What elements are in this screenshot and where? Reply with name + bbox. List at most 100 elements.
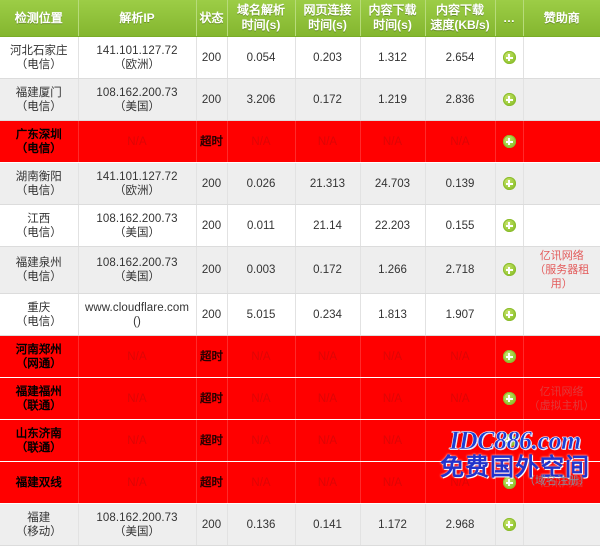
plus-circle-icon[interactable]	[502, 391, 516, 405]
table-row[interactable]: 重庆 （电信） www.cloudflare.com() 200 5.015 0.234 1…	[0, 293, 600, 336]
plus-circle-icon[interactable]	[502, 50, 516, 64]
status-value: 超时	[200, 434, 223, 447]
cell-location: 福建双线	[0, 461, 79, 504]
cell-expand[interactable]	[495, 162, 524, 205]
cell-download-speed: 2.968	[425, 503, 496, 546]
cell-sponsor	[523, 335, 600, 378]
plus-circle-icon[interactable]	[502, 517, 516, 531]
cell-expand[interactable]	[495, 36, 524, 79]
cell-sponsor	[523, 120, 600, 163]
dns-time-value: N/A	[251, 135, 271, 148]
dns-time-value: 3.206	[246, 93, 276, 106]
location-city: 福建双线	[15, 476, 62, 489]
table-row[interactable]: 福建双线 N/A 超时 N/A N/A N/A N/A 亿讯网络	[0, 461, 600, 504]
plus-circle-icon[interactable]	[502, 475, 516, 489]
connect-time-value: N/A	[317, 434, 338, 447]
cell-resolved-ip: 108.162.200.73 （美国）	[78, 503, 197, 546]
cell-download-time: N/A	[360, 335, 426, 378]
status-value: 200	[201, 264, 222, 276]
download-time-value: 1.312	[378, 51, 407, 64]
cell-expand[interactable]	[495, 461, 524, 504]
column-header-ip[interactable]: 解析IP	[78, 0, 197, 37]
table-row[interactable]: 湖南衡阳 （电信） 141.101.127.72 （欧洲） 200 0.026 21.313…	[0, 162, 600, 205]
resolved-ip-geo: （美国）	[114, 226, 160, 239]
column-header-location[interactable]: 检测位置	[0, 0, 79, 37]
cell-connect-time: N/A	[295, 335, 361, 378]
cell-sponsor: 亿讯网络 （虚拟主机）	[523, 377, 600, 420]
location-isp: （电信）	[15, 100, 62, 113]
dns-time-value: 0.026	[246, 177, 276, 190]
sponsor-name: 亿讯网络	[539, 250, 584, 262]
table-row[interactable]: 福建 （移动） 108.162.200.73 （美国） 200 0.136 0.141 1.1…	[0, 503, 600, 546]
column-header-dns-time[interactable]: 域名解析 时间(s)	[227, 0, 296, 37]
cell-location: 山东济南 （联通）	[0, 419, 79, 462]
resolved-ip-geo: （欧洲）	[114, 58, 160, 71]
column-header-ip-label: 解析IP	[119, 10, 155, 25]
sponsor-detail: （服务器租用）	[534, 264, 590, 290]
dns-time-value: 0.136	[246, 518, 276, 531]
plus-circle-icon[interactable]	[502, 263, 516, 277]
table-row[interactable]: 福建泉州 （电信） 108.162.200.73 （美国） 200 0.003 0.172 1…	[0, 246, 600, 294]
table-row[interactable]: 山东济南 （联通） N/A 超时 N/A N/A N/A N/A	[0, 419, 600, 462]
plus-circle-icon[interactable]	[502, 433, 516, 447]
connect-time-value: N/A	[317, 350, 338, 363]
location-isp: （联通）	[15, 399, 62, 412]
cell-expand[interactable]	[495, 503, 524, 546]
cell-download-time: 22.203	[360, 204, 426, 247]
resolved-ip-address: 108.162.200.73	[96, 212, 178, 225]
connect-time-value: 0.203	[313, 51, 342, 64]
connect-time-value: 0.141	[313, 518, 342, 531]
cell-download-time: N/A	[360, 461, 426, 504]
location-city: 河北石家庄	[10, 44, 68, 57]
column-header-download-line2: 时间(s)	[373, 18, 412, 32]
dns-time-value: N/A	[251, 392, 271, 405]
table-row[interactable]: 河北石家庄 （电信） 141.101.127.72 （欧洲） 200 0.054 0.203…	[0, 36, 600, 79]
cell-expand[interactable]	[495, 293, 524, 336]
cell-download-speed: N/A	[425, 461, 496, 504]
resolved-ip-address: N/A	[127, 350, 147, 363]
column-header-connect-line2: 时间(s)	[308, 18, 347, 32]
cell-resolved-ip: N/A	[78, 419, 197, 462]
table-row[interactable]: 福建厦门 （电信） 108.162.200.73 （美国） 200 3.206 0.172 1…	[0, 78, 600, 121]
cell-location: 福建泉州 （电信）	[0, 246, 79, 294]
cell-expand[interactable]	[495, 78, 524, 121]
download-time-value: N/A	[382, 350, 403, 363]
resolved-ip-address: 108.162.200.73	[96, 511, 178, 524]
column-header-download-time[interactable]: 内容下载 时间(s)	[360, 0, 426, 37]
column-header-download-speed[interactable]: 内容下载 速度(KB/s)	[425, 0, 496, 37]
status-value: 超时	[200, 392, 223, 405]
location-isp: （电信）	[15, 142, 62, 155]
cell-download-speed: 0.155	[425, 204, 496, 247]
cell-sponsor	[523, 293, 600, 336]
column-header-connect-time[interactable]: 网页连接 时间(s)	[295, 0, 361, 37]
cell-connect-time: 21.313	[295, 162, 361, 205]
cell-sponsor: 亿讯网络 （服务器租用）	[523, 246, 600, 294]
table-body: 河北石家庄 （电信） 141.101.127.72 （欧洲） 200 0.054 0.203…	[0, 36, 600, 546]
plus-circle-icon[interactable]	[502, 307, 516, 321]
column-header-expand[interactable]: …	[495, 0, 524, 37]
cell-connect-time: N/A	[295, 419, 361, 462]
cell-expand[interactable]	[495, 419, 524, 462]
status-value: 超时	[200, 350, 223, 363]
column-header-sponsor[interactable]: 赞助商	[523, 0, 600, 37]
cell-expand[interactable]	[495, 335, 524, 378]
plus-circle-icon[interactable]	[502, 92, 516, 106]
cell-status: 超时	[196, 120, 228, 163]
plus-circle-icon[interactable]	[502, 349, 516, 363]
table-row[interactable]: 江西 （电信） 108.162.200.73 （美国） 200 0.011 21.14 22.…	[0, 204, 600, 247]
cell-expand[interactable]	[495, 204, 524, 247]
cell-expand[interactable]	[495, 377, 524, 420]
status-value: 200	[201, 219, 222, 232]
plus-circle-icon[interactable]	[502, 218, 516, 232]
cell-expand[interactable]	[495, 246, 524, 294]
plus-circle-icon[interactable]	[502, 176, 516, 190]
cell-expand[interactable]	[495, 120, 524, 163]
table-row[interactable]: 福建福州 （联通） N/A 超时 N/A N/A N/A N/A 亿讯网络 （虚拟主机）	[0, 377, 600, 420]
table-row[interactable]: 河南郑州 （网通） N/A 超时 N/A N/A N/A N/A	[0, 335, 600, 378]
download-time-value: N/A	[382, 135, 403, 148]
download-time-value: 24.703	[374, 177, 411, 190]
table-row[interactable]: 广东深圳 （电信） N/A 超时 N/A N/A N/A N/A	[0, 120, 600, 163]
plus-circle-icon[interactable]	[502, 134, 516, 148]
resolved-ip-geo: （美国）	[114, 525, 160, 538]
column-header-status[interactable]: 状态	[196, 0, 228, 37]
